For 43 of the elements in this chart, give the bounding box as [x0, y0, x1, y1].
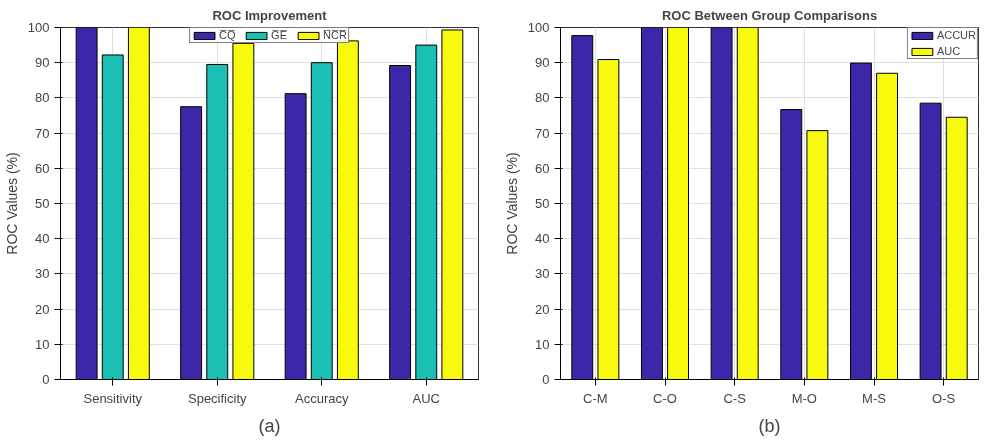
y-tick-label: 100: [27, 20, 50, 35]
y-tick-label: 30: [535, 266, 550, 282]
y-tick-label: 80: [35, 90, 50, 106]
x-tick-label: M-O: [791, 390, 817, 406]
legend-label: AUC: [936, 45, 961, 57]
y-tick-label: 30: [35, 266, 50, 282]
y-tick-label: 0: [42, 372, 50, 387]
legend-label: ACCUR: [936, 29, 976, 41]
x-tick-label: O-S: [932, 390, 956, 406]
text: (a): [258, 415, 281, 436]
legend-label: G̅E̅: [271, 29, 288, 41]
y-tick-label: 20: [35, 301, 50, 317]
y-tick-label: 20: [535, 301, 550, 317]
y-tick-label: 50: [35, 196, 50, 211]
y-tick-label: 40: [535, 231, 550, 247]
y-tick-label: 70: [535, 125, 550, 141]
y-tick-label: 90: [535, 55, 550, 71]
x-tick-label: Sensitivity: [83, 390, 143, 406]
y-tick-label: 100: [527, 20, 550, 35]
y-tick-label: 10: [535, 336, 550, 352]
y-tick-label: 40: [35, 231, 50, 247]
x-tick-label: C-S: [723, 390, 747, 406]
chart-title: ROC Between Group Comparisons: [661, 7, 878, 23]
text: (b): [758, 415, 781, 436]
y-axis-title: ROC Values (%): [503, 152, 520, 255]
y-tick-label: 0: [542, 372, 550, 387]
chart-title: ROC Improvement: [212, 7, 328, 23]
y-tick-label: 70: [35, 125, 50, 141]
legend-label: N̅C̅R̅: [323, 29, 347, 41]
y-tick-label: 10: [35, 336, 50, 352]
x-tick-label: AUC: [412, 390, 440, 406]
x-tick-label: M-S: [862, 390, 887, 406]
y-tick-label: 50: [535, 196, 550, 211]
y-tick-label: 90: [35, 55, 50, 71]
y-tick-label: 60: [35, 160, 50, 176]
y-axis-title: ROC Values (%): [3, 152, 20, 255]
x-tick-label: Specificity: [187, 390, 248, 406]
y-tick-label: 60: [535, 160, 550, 176]
x-tick-label: C-M: [583, 390, 608, 406]
legend-label: C̅Q̅: [219, 29, 237, 41]
y-tick-label: 80: [535, 90, 550, 106]
x-tick-label: Accuracy: [295, 390, 349, 406]
x-tick-label: C-O: [653, 390, 677, 406]
